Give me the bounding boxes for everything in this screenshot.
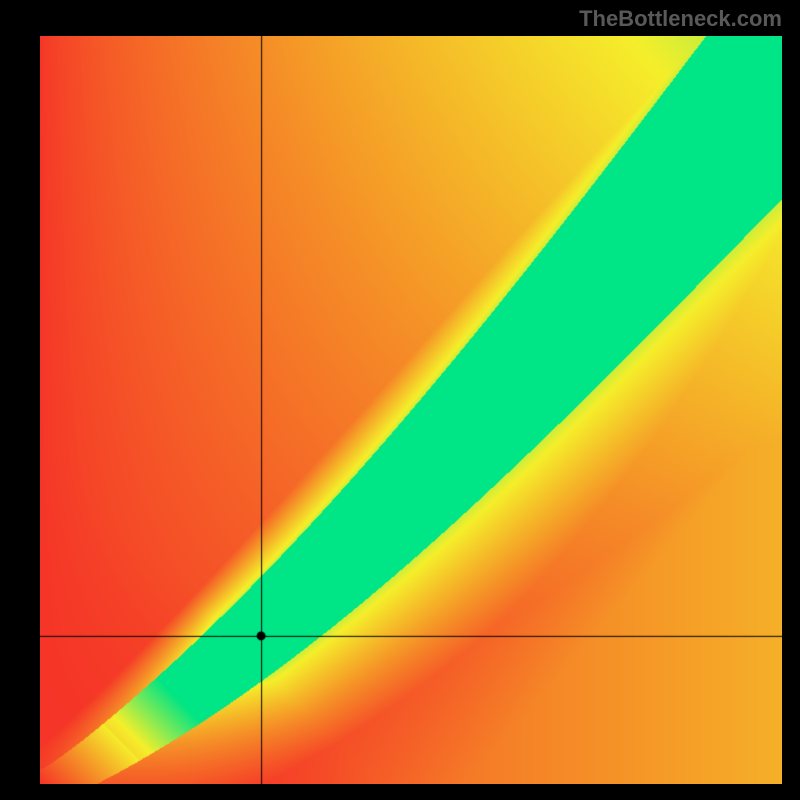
chart-container: TheBottleneck.com: [0, 0, 800, 800]
heatmap-canvas: [40, 36, 782, 784]
watermark-text: TheBottleneck.com: [579, 6, 782, 32]
chart-area: [40, 36, 782, 784]
